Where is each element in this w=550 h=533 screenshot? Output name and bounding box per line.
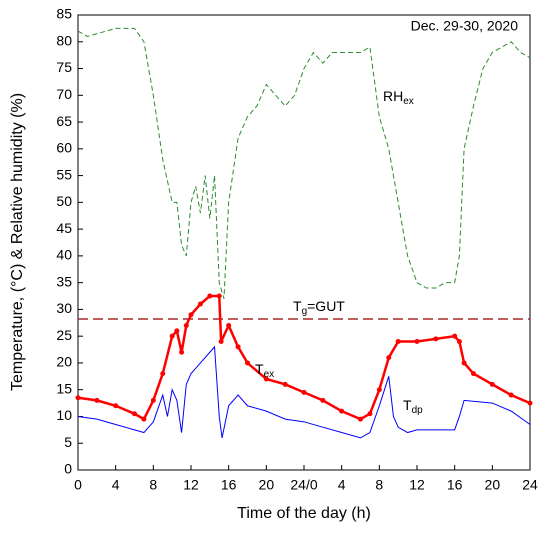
series-marker bbox=[471, 371, 476, 377]
series-marker bbox=[207, 293, 213, 299]
x-tick-label: 0 bbox=[74, 477, 82, 493]
series-marker bbox=[197, 301, 203, 307]
y-tick-label: 35 bbox=[56, 273, 72, 289]
series-marker bbox=[141, 416, 147, 422]
x-tick-label: 12 bbox=[183, 477, 199, 493]
y-tick-label: 10 bbox=[56, 407, 72, 423]
x-tick-label: 24/0 bbox=[290, 477, 317, 493]
series-label: RHex bbox=[383, 88, 414, 107]
y-tick-label: 15 bbox=[56, 380, 72, 396]
series-marker bbox=[75, 395, 81, 401]
y-tick-label: 55 bbox=[56, 166, 72, 182]
series-marker bbox=[113, 403, 119, 409]
x-tick-label: 12 bbox=[409, 477, 425, 493]
series-marker bbox=[386, 355, 392, 361]
reference-label-part: =GUT bbox=[307, 298, 345, 314]
series-label-part: RH bbox=[383, 88, 403, 104]
y-tick-label: 40 bbox=[56, 247, 72, 263]
series-marker bbox=[395, 339, 401, 345]
series-marker bbox=[527, 400, 533, 406]
series-marker bbox=[183, 322, 189, 328]
series-marker bbox=[367, 411, 373, 417]
x-tick-label: 20 bbox=[485, 477, 501, 493]
series-marker bbox=[160, 371, 166, 377]
x-tick-label: 4 bbox=[338, 477, 346, 493]
y-tick-label: 80 bbox=[56, 32, 72, 48]
series-marker bbox=[320, 397, 326, 403]
series-label-part: ex bbox=[264, 369, 275, 380]
x-tick-label: 8 bbox=[375, 477, 383, 493]
series-marker bbox=[433, 336, 439, 342]
series-marker bbox=[226, 322, 232, 328]
y-tick-label: 45 bbox=[56, 220, 72, 236]
series-marker bbox=[301, 389, 307, 395]
reference-label: Tg=GUT bbox=[293, 298, 345, 317]
series-marker bbox=[188, 312, 194, 318]
x-tick-label: 4 bbox=[112, 477, 120, 493]
series-label: Tex bbox=[255, 361, 274, 380]
x-axis-title: Time of the day (h) bbox=[237, 505, 371, 522]
series-label-part: T bbox=[255, 361, 264, 377]
y-tick-label: 0 bbox=[64, 461, 72, 477]
y-tick-label: 65 bbox=[56, 113, 72, 129]
series-marker bbox=[245, 360, 250, 366]
series-marker bbox=[216, 293, 222, 299]
series-line bbox=[77, 294, 531, 421]
series-marker bbox=[235, 344, 241, 350]
series-marker bbox=[179, 349, 185, 355]
x-tick-label: 24 bbox=[522, 477, 538, 493]
series-marker bbox=[263, 376, 269, 382]
series-line bbox=[77, 27, 531, 299]
series-marker bbox=[414, 339, 420, 345]
y-tick-label: 60 bbox=[56, 140, 72, 156]
x-tick-label: 16 bbox=[221, 477, 237, 493]
series-label-part: dp bbox=[412, 405, 424, 416]
reference-label-part: T bbox=[293, 298, 302, 314]
y-tick-label: 5 bbox=[64, 434, 72, 450]
series-marker bbox=[282, 381, 288, 387]
series-marker bbox=[461, 360, 467, 366]
series-marker bbox=[452, 333, 458, 339]
series-marker bbox=[339, 408, 345, 414]
y-tick-label: 70 bbox=[56, 86, 72, 102]
y-axis-title: Temperature, (°C) & Relative humidity (%… bbox=[9, 93, 26, 391]
series-marker bbox=[94, 397, 100, 403]
plot-frame bbox=[77, 14, 531, 471]
series-marker bbox=[132, 411, 137, 417]
y-tick-label: 20 bbox=[56, 354, 72, 370]
series-label-part: T bbox=[403, 397, 412, 413]
series-marker bbox=[456, 339, 462, 345]
y-tick-label: 25 bbox=[56, 327, 72, 343]
series-marker bbox=[376, 387, 382, 393]
y-tick-label: 75 bbox=[56, 59, 72, 75]
x-tick-label: 8 bbox=[149, 477, 157, 493]
reference-label-part: g bbox=[302, 306, 308, 317]
series-marker bbox=[358, 416, 363, 422]
series-marker bbox=[150, 397, 156, 403]
x-tick-label: 20 bbox=[259, 477, 275, 493]
series-label: Tdp bbox=[403, 397, 423, 416]
annotation: Dec. 29-30, 2020 bbox=[411, 18, 519, 34]
series-marker bbox=[508, 392, 514, 398]
y-tick-label: 50 bbox=[56, 193, 72, 209]
y-tick-label: 30 bbox=[56, 300, 72, 316]
y-tick-label: 85 bbox=[56, 6, 72, 22]
series-marker bbox=[174, 328, 180, 334]
series-marker bbox=[169, 333, 175, 339]
series-marker bbox=[218, 339, 224, 345]
series-marker bbox=[489, 381, 495, 387]
series-line bbox=[77, 345, 531, 439]
series-label-part: ex bbox=[403, 96, 414, 107]
x-tick-label: 16 bbox=[447, 477, 463, 493]
